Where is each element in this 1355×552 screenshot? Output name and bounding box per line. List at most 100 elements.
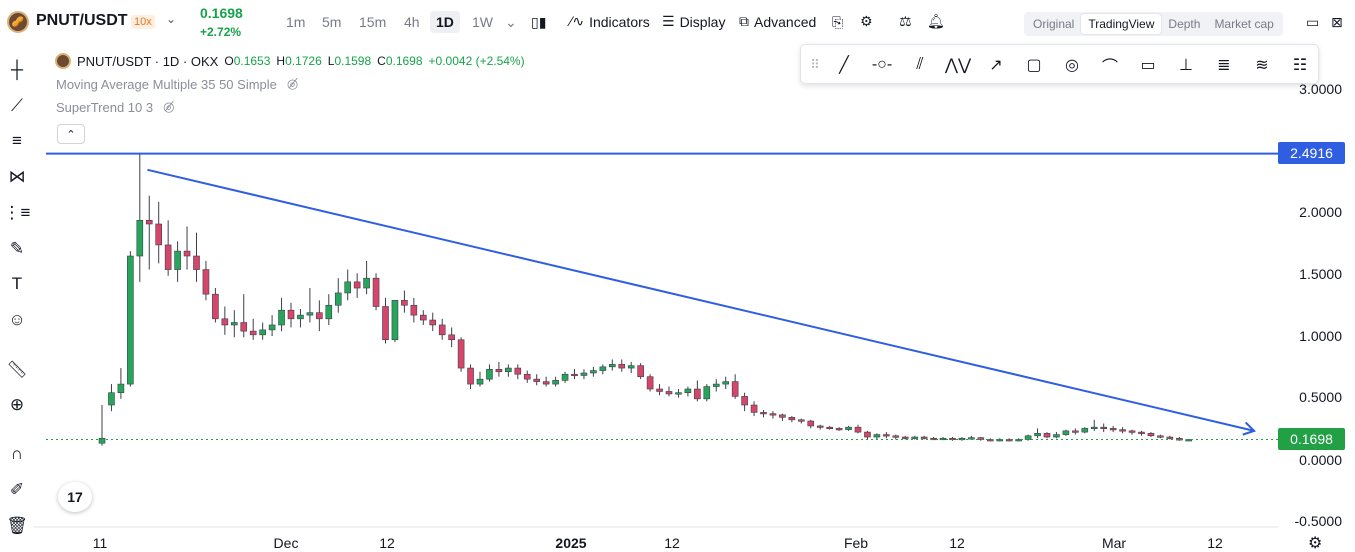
timeframe-1d[interactable]: 1D: [430, 11, 460, 33]
display-label: Display: [679, 13, 726, 30]
rectangle-icon[interactable]: ▢: [1026, 57, 1042, 74]
callout-icon[interactable]: ▭: [1140, 57, 1156, 74]
advanced-button[interactable]: ⧉ Advanced: [739, 13, 816, 30]
trend-line-icon[interactable]: ⟋: [11, 96, 23, 115]
display-icon: ☰: [662, 13, 675, 29]
fib-retracement-icon[interactable]: ≡: [12, 131, 22, 150]
window-icon[interactable]: ▭: [1306, 14, 1320, 30]
price-tick: 0.0000: [1299, 452, 1342, 468]
candle-down: [750, 404, 758, 413]
view-mode-depth[interactable]: Depth: [1168, 17, 1201, 31]
trendline[interactable]: [147, 168, 1255, 432]
candle-down: [1119, 429, 1126, 432]
indicator-row-supertrend[interactable]: SuperTrend 10 3 ◎̸: [56, 99, 525, 115]
gear-icon[interactable]: ⚙: [1308, 535, 1323, 552]
compare-scale-icon[interactable]: ⚖: [899, 13, 912, 29]
price-tick: 1.5000: [1299, 266, 1342, 282]
candle-up: [127, 255, 134, 385]
trend-line-icon[interactable]: ╱: [839, 57, 849, 74]
candle-down: [1005, 439, 1013, 442]
pattern-icon[interactable]: ⋈: [8, 167, 26, 186]
peanut-coin-icon: [55, 53, 71, 69]
drag-handle-icon[interactable]: ⠿: [810, 57, 820, 72]
candle-up: [391, 300, 399, 341]
candle-down: [854, 426, 862, 433]
candle-down: [429, 319, 437, 326]
chevron-up-icon[interactable]: ⌃: [57, 124, 85, 144]
parallel-channel-icon[interactable]: ⫽: [916, 56, 924, 73]
horizontal-line-price-tag: 2.4916: [1278, 142, 1345, 164]
drawing-tools-bar: ⠿ ╱ -○- ⫽ ⋀⋁ ↗ ▢ ◎ ⌒ ▭ ⊥ ≣ ≋ ☷: [800, 44, 1319, 84]
candle-down: [221, 318, 229, 326]
candle-down: [183, 250, 191, 257]
price-tick: 1.0000: [1299, 328, 1342, 344]
screenshot-icon[interactable]: ⎘: [832, 14, 844, 30]
timeframe-15m[interactable]: 15m: [359, 14, 387, 30]
time-tick: 12: [1207, 535, 1223, 551]
symbol-selector[interactable]: PNUT/USDT: [36, 12, 128, 29]
tradingview-logo[interactable]: 17: [58, 482, 92, 512]
zoom-in-icon[interactable]: ⊕: [9, 395, 25, 414]
candle-down: [155, 223, 162, 246]
candle-down: [1100, 426, 1107, 429]
settings-lines-icon[interactable]: ☷: [1292, 57, 1308, 74]
horizontal-ray-icon[interactable]: -○-: [871, 56, 893, 73]
timeframe-4h[interactable]: 4h: [404, 14, 420, 30]
indicators-button[interactable]: ⁄∿ Indicators: [570, 13, 650, 30]
candle-down: [240, 322, 248, 332]
eye-hidden-icon[interactable]: ◎̸: [286, 76, 299, 91]
candle-down: [249, 330, 257, 336]
crosshair-icon[interactable]: ┼: [10, 60, 24, 79]
magnet-icon[interactable]: ∩: [10, 444, 24, 463]
fib-fan-icon[interactable]: ≋: [1255, 57, 1269, 74]
chevron-down-icon[interactable]: ⌄: [166, 12, 177, 26]
circle-icon[interactable]: ◎: [1065, 57, 1079, 74]
timeframe-1w[interactable]: 1W: [472, 14, 493, 30]
display-button[interactable]: ☰ Display: [662, 13, 725, 30]
arc-icon[interactable]: ⌒: [1101, 59, 1118, 76]
ruler-icon[interactable]: 📏︎: [6, 360, 28, 379]
candle-down: [618, 364, 626, 369]
arrow-icon[interactable]: ↗: [989, 57, 1003, 74]
timeframe-5m[interactable]: 5m: [322, 14, 342, 30]
timeframe-1m[interactable]: 1m: [286, 14, 306, 30]
candle-down: [835, 428, 843, 431]
candle-down: [467, 367, 474, 385]
left-drawing-toolbar: ┼ ⟋ ≡ ⋈ ⋮≡ ✎ T ☺ 📏︎ ⊕ ∩ ✐ 🗑︎: [0, 48, 34, 548]
time-tick: Mar: [1101, 535, 1127, 551]
candle-down: [1128, 430, 1136, 433]
indicator-row-ma[interactable]: Moving Average Multiple 35 50 Simple ◎̸: [56, 76, 525, 92]
trendline-arrow-drawing[interactable]: [147, 168, 1257, 436]
polyline-icon[interactable]: ⋀⋁: [944, 57, 972, 74]
price-range-icon[interactable]: ⊥: [1179, 57, 1193, 74]
view-mode-switch: Original TradingView Depth Market cap: [1024, 12, 1283, 36]
candle-down: [769, 413, 777, 416]
candle-up: [344, 281, 352, 294]
brush-icon[interactable]: ✎: [9, 239, 25, 258]
chevron-down-icon[interactable]: ⌄: [505, 14, 517, 30]
fullscreen-icon[interactable]: ⊠: [1331, 14, 1343, 30]
candle-down: [372, 277, 380, 307]
alert-add-icon[interactable]: 🔔︎: [927, 13, 945, 29]
candle-down: [741, 396, 748, 406]
view-mode-original[interactable]: Original: [1033, 17, 1075, 31]
top-toolbar: 🥜 PNUT/USDT 10x ⌄ 0.1698 +2.72% 1m 5m 15…: [0, 0, 1355, 46]
fib-levels-icon[interactable]: ≣: [1217, 57, 1231, 74]
candle-down: [1138, 431, 1145, 434]
candle-down: [656, 388, 663, 392]
candle-up: [278, 309, 285, 326]
eye-hidden-icon[interactable]: ◎̸: [163, 99, 175, 114]
view-mode-tradingview[interactable]: TradingView: [1081, 14, 1162, 34]
trash-icon[interactable]: 🗑︎: [6, 516, 28, 535]
view-mode-market-cap[interactable]: Market cap: [1214, 17, 1274, 31]
text-icon[interactable]: T: [11, 274, 23, 293]
candle-down: [1072, 430, 1079, 433]
candle-type-icon[interactable]: ▯▮: [531, 14, 547, 30]
lock-drawing-icon[interactable]: ✐: [9, 480, 25, 499]
gear-icon[interactable]: ⚙: [860, 13, 873, 29]
candle-up: [580, 372, 588, 376]
emoji-icon[interactable]: ☺: [8, 310, 26, 329]
projection-icon[interactable]: ⋮≡: [3, 203, 31, 222]
candle-up: [363, 277, 370, 289]
